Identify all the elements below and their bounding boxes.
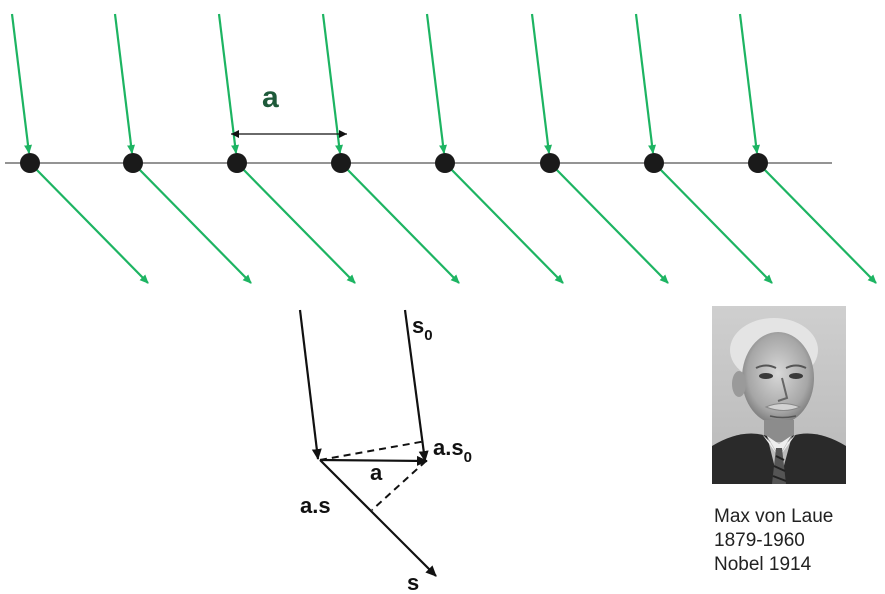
portrait-caption: Max von Laue 1879-1960 Nobel 1914 bbox=[714, 505, 833, 577]
scattered-ray-4 bbox=[342, 164, 460, 284]
spacing-vector bbox=[319, 455, 428, 466]
spacing-label: a bbox=[262, 81, 279, 114]
atom-group bbox=[20, 153, 768, 173]
lattice-atom-6 bbox=[540, 153, 560, 173]
scattered-ray-6 bbox=[551, 164, 669, 284]
incident-ray-1 bbox=[10, 13, 32, 154]
lattice-atom-1 bbox=[20, 153, 40, 173]
label-s: s bbox=[407, 570, 419, 594]
scattered-ray-3 bbox=[238, 164, 356, 284]
lattice-atom-4 bbox=[331, 153, 351, 173]
incident-ray-3 bbox=[217, 13, 239, 154]
incident-ray-7 bbox=[634, 13, 656, 154]
caption-name: Max von Laue bbox=[714, 506, 834, 527]
scattered-ray-2 bbox=[134, 164, 252, 284]
projection-incident-dashed bbox=[319, 440, 427, 461]
incident-ray-5 bbox=[425, 13, 447, 154]
incident-vector-left bbox=[298, 309, 322, 460]
incident-ray-2 bbox=[113, 13, 135, 154]
scattered-ray-5 bbox=[446, 164, 564, 284]
incident-vector-right bbox=[403, 309, 429, 462]
projection-scattered-dashed bbox=[371, 460, 427, 511]
scattered-ray-7 bbox=[655, 164, 773, 284]
label-s0: s0 bbox=[412, 313, 433, 344]
incident-ray-6 bbox=[530, 13, 552, 154]
lattice-atom-2 bbox=[123, 153, 143, 173]
lattice-atom-8 bbox=[748, 153, 768, 173]
vector-construction: s0 a.s0 a a.s s bbox=[298, 309, 472, 594]
caption-years: 1879-1960 bbox=[714, 530, 805, 551]
lattice-atom-7 bbox=[644, 153, 664, 173]
incident-ray-8 bbox=[738, 13, 760, 154]
scattered-ray-8 bbox=[759, 164, 877, 284]
scattered-vector bbox=[319, 459, 437, 577]
caption-award: Nobel 1914 bbox=[714, 554, 812, 575]
incident-ray-4 bbox=[321, 13, 343, 154]
ray-group bbox=[10, 13, 877, 284]
person-portrait-photo bbox=[712, 306, 846, 484]
label-a-s: a.s bbox=[300, 493, 331, 518]
lattice-atom-5 bbox=[435, 153, 455, 173]
scattered-ray-1 bbox=[31, 164, 149, 284]
label-a-small: a bbox=[370, 460, 383, 485]
lattice-atom-3 bbox=[227, 153, 247, 173]
label-a-s0: a.s0 bbox=[433, 435, 472, 466]
